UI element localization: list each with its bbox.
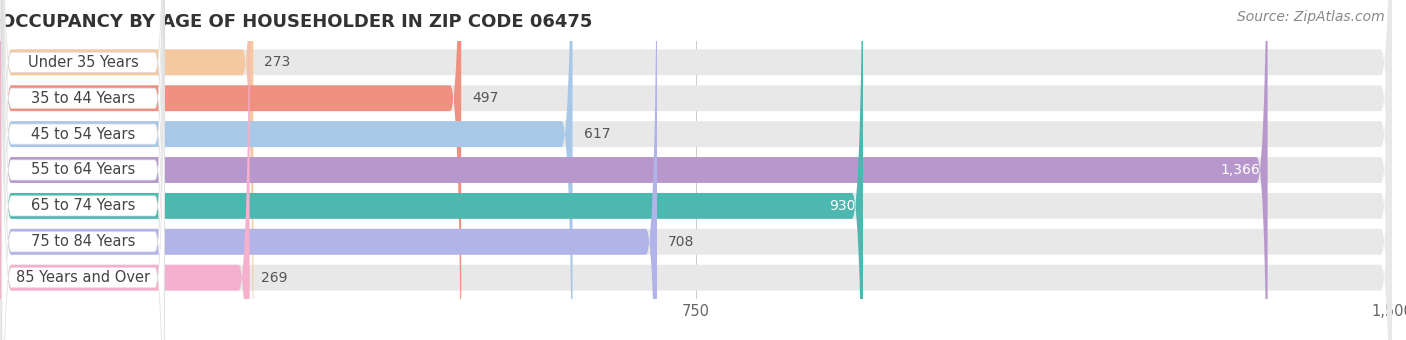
Text: 1,366: 1,366 xyxy=(1220,163,1260,177)
Text: 269: 269 xyxy=(260,271,287,285)
Text: 497: 497 xyxy=(472,91,499,105)
Text: Source: ZipAtlas.com: Source: ZipAtlas.com xyxy=(1237,10,1385,24)
Text: 617: 617 xyxy=(583,127,610,141)
Text: 85 Years and Over: 85 Years and Over xyxy=(15,270,150,285)
FancyBboxPatch shape xyxy=(0,0,657,340)
Text: 75 to 84 Years: 75 to 84 Years xyxy=(31,234,135,249)
Text: 708: 708 xyxy=(668,235,695,249)
Text: Under 35 Years: Under 35 Years xyxy=(28,55,138,70)
FancyBboxPatch shape xyxy=(0,0,250,340)
FancyBboxPatch shape xyxy=(1,0,165,340)
FancyBboxPatch shape xyxy=(0,0,863,340)
FancyBboxPatch shape xyxy=(1,0,165,340)
FancyBboxPatch shape xyxy=(0,0,253,340)
Text: 35 to 44 Years: 35 to 44 Years xyxy=(31,91,135,106)
FancyBboxPatch shape xyxy=(1,0,165,340)
FancyBboxPatch shape xyxy=(0,0,1268,340)
FancyBboxPatch shape xyxy=(0,0,572,340)
FancyBboxPatch shape xyxy=(1,0,165,340)
Text: OCCUPANCY BY AGE OF HOUSEHOLDER IN ZIP CODE 06475: OCCUPANCY BY AGE OF HOUSEHOLDER IN ZIP C… xyxy=(0,13,592,31)
FancyBboxPatch shape xyxy=(0,0,461,340)
Text: 55 to 64 Years: 55 to 64 Years xyxy=(31,163,135,177)
Text: 273: 273 xyxy=(264,55,291,69)
Text: 45 to 54 Years: 45 to 54 Years xyxy=(31,126,135,142)
FancyBboxPatch shape xyxy=(1,0,165,340)
FancyBboxPatch shape xyxy=(1,0,165,340)
FancyBboxPatch shape xyxy=(1,0,165,340)
Text: 65 to 74 Years: 65 to 74 Years xyxy=(31,198,135,214)
Text: 930: 930 xyxy=(830,199,856,213)
